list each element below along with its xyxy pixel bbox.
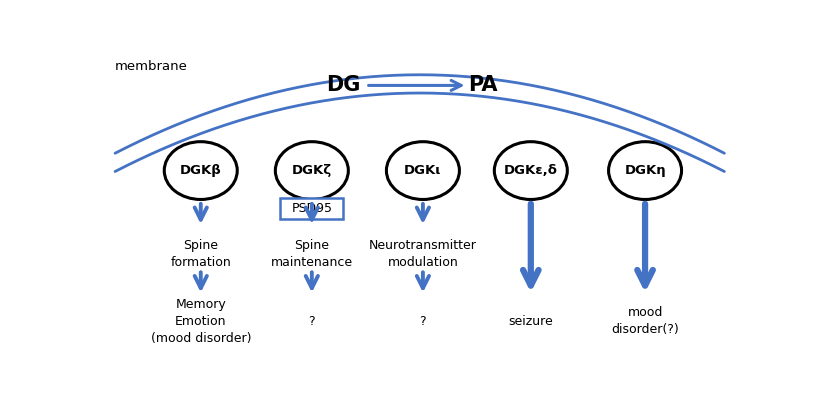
Text: Spine
maintenance: Spine maintenance [271, 239, 353, 269]
Text: PA: PA [468, 75, 498, 96]
Text: seizure: seizure [509, 315, 553, 327]
Text: Memory
Emotion
(mood disorder): Memory Emotion (mood disorder) [151, 298, 251, 344]
FancyBboxPatch shape [280, 198, 343, 219]
Text: membrane: membrane [115, 60, 188, 73]
Text: mood
disorder(?): mood disorder(?) [611, 306, 679, 336]
Text: DGKη: DGKη [624, 164, 666, 177]
Text: DG: DG [327, 75, 360, 96]
Text: PSD95: PSD95 [292, 202, 333, 215]
Text: ?: ? [419, 315, 426, 327]
Text: Neurotransmitter
modulation: Neurotransmitter modulation [369, 239, 477, 269]
Text: DGKβ: DGKβ [180, 164, 222, 177]
Text: Spine
formation: Spine formation [170, 239, 231, 269]
Text: ?: ? [309, 315, 315, 327]
Text: DGKζ: DGKζ [292, 164, 332, 177]
Text: DGKι: DGKι [405, 164, 441, 177]
Text: DGKε,δ: DGKε,δ [504, 164, 558, 177]
